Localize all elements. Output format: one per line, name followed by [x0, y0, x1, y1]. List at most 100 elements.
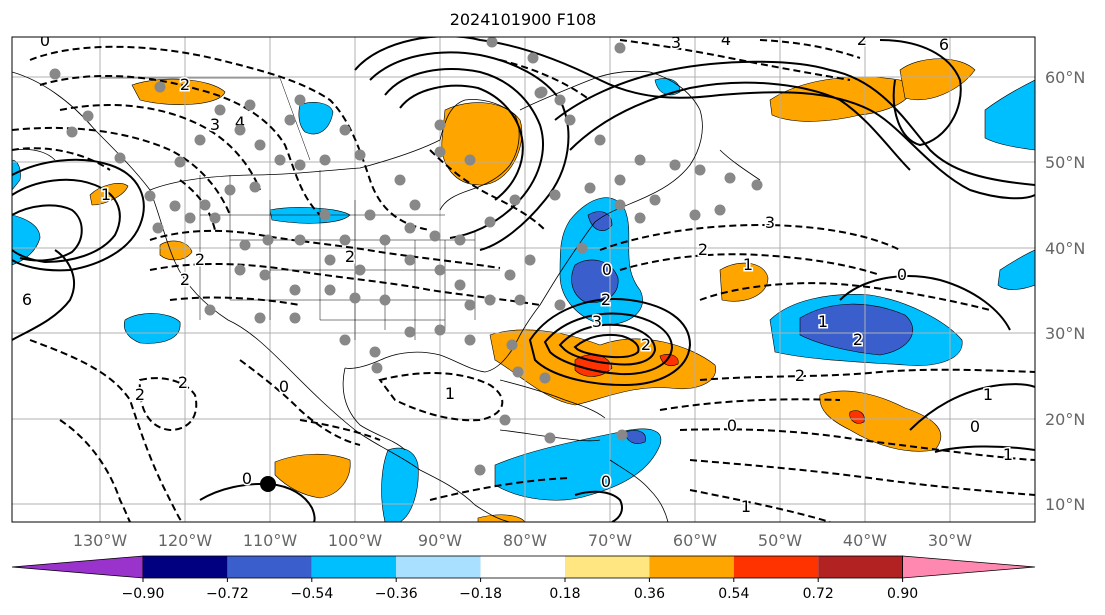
station-dot	[539, 372, 551, 384]
colorbar-tick-label: 0.72	[803, 586, 834, 602]
lat-label: 10°N	[1045, 495, 1085, 514]
station-dot	[234, 124, 246, 136]
station-dot	[404, 254, 416, 266]
station-dot	[429, 230, 441, 242]
station-dot	[274, 154, 286, 166]
contour-label: 2	[698, 240, 708, 259]
station-dot	[464, 154, 476, 166]
lat-label: 20°N	[1045, 410, 1085, 429]
colorbar-outline	[142, 555, 903, 579]
station-dot	[751, 179, 763, 191]
station-dot	[614, 174, 626, 186]
contour-label: 1	[741, 497, 751, 516]
station-dot	[294, 94, 306, 106]
contour-label: 0	[242, 469, 252, 488]
colorbar-segment	[311, 556, 397, 578]
station-dot	[214, 104, 226, 116]
station-dot	[614, 199, 626, 211]
station-dot	[504, 269, 516, 281]
contour-label: 0	[602, 260, 612, 279]
station-dot	[544, 432, 556, 444]
marked-point	[260, 476, 276, 492]
lon-label: 90°W	[418, 531, 462, 550]
contour-label: 0	[279, 377, 289, 396]
contour-label: 1	[743, 255, 753, 274]
station-dot	[324, 254, 336, 266]
warm-area-sw-us	[159, 240, 193, 261]
station-dot	[534, 87, 546, 99]
map-title: 2024101900 F108	[449, 10, 597, 29]
contour-label: 6	[22, 290, 32, 309]
colorbar-tick-labels: −0.90 −0.72 −0.54 −0.36 −0.18 0.18 0.36 0.54 0.7…	[122, 578, 918, 602]
station-dot	[294, 159, 306, 171]
station-dot	[527, 52, 539, 64]
colorbar-tick-label: −0.18	[459, 586, 502, 602]
station-dot	[434, 119, 446, 131]
colorbar-tick-label: 0.90	[887, 586, 918, 602]
station-dot	[339, 334, 351, 346]
station-dot	[244, 99, 256, 111]
contour-label: 2	[641, 335, 651, 354]
lon-label: 100°W	[328, 531, 383, 550]
colorbar	[11, 555, 1036, 579]
station-dot	[369, 346, 381, 358]
warm-area-mexico	[274, 453, 351, 499]
station-dot	[409, 199, 421, 211]
coastlines	[12, 70, 761, 522]
contour-label: 2	[135, 385, 145, 404]
colorbar-tick-label: −0.72	[206, 586, 249, 602]
station-dot	[564, 114, 576, 126]
station-dot	[239, 239, 251, 251]
station-dot	[434, 264, 446, 276]
station-dot	[144, 190, 156, 202]
station-dot	[371, 362, 383, 374]
dashed-contours	[12, 39, 1035, 522]
station-dot	[204, 304, 216, 316]
warm-area-south	[477, 514, 526, 522]
station-dot	[506, 339, 518, 351]
latitude-labels: 60°N 50°N 40°N 30°N 20°N 10°N	[1045, 68, 1085, 514]
station-dot	[66, 126, 78, 138]
cool-area-east-edge	[997, 249, 1035, 290]
station-dot	[669, 159, 681, 171]
station-dot	[319, 154, 331, 166]
station-dot	[614, 42, 626, 54]
contour-label: 3	[210, 115, 220, 134]
contour-label: 3	[592, 312, 602, 331]
cool-core-caribbean	[624, 430, 646, 444]
colorbar-extend-low	[11, 555, 144, 579]
station-dot	[354, 149, 366, 161]
station-dot	[404, 326, 416, 338]
cool-core-atlantic	[799, 303, 914, 356]
station-dot	[174, 156, 186, 168]
station-dot	[284, 114, 296, 126]
contour-label: 1	[983, 385, 993, 404]
station-dot	[499, 414, 511, 426]
contour-label: 2	[195, 250, 205, 269]
station-dot	[524, 254, 536, 266]
contour-label: 0	[727, 416, 737, 435]
colorbar-tick-label: −0.90	[122, 586, 165, 602]
station-dot	[554, 94, 566, 106]
station-dot	[554, 299, 566, 311]
colorbar-segment	[227, 556, 312, 578]
station-dot	[294, 234, 306, 246]
contour-label: 0	[970, 417, 980, 436]
station-dot	[434, 324, 446, 336]
lon-label: 30°W	[928, 531, 972, 550]
cool-core-ne	[587, 211, 613, 232]
station-dot	[364, 209, 376, 221]
contour-label: 3	[765, 213, 775, 232]
contour-label: 2	[178, 373, 188, 392]
contour-label: 2	[345, 247, 355, 266]
station-dot	[259, 269, 271, 281]
station-dot	[339, 124, 351, 136]
station-dot	[254, 139, 266, 151]
contour-label: 1	[101, 185, 111, 204]
lon-label: 130°W	[73, 531, 128, 550]
station-dot	[689, 209, 701, 221]
station-dot	[714, 204, 726, 216]
station-dot	[724, 172, 736, 184]
station-dot	[404, 222, 416, 234]
station-dot	[454, 279, 466, 291]
